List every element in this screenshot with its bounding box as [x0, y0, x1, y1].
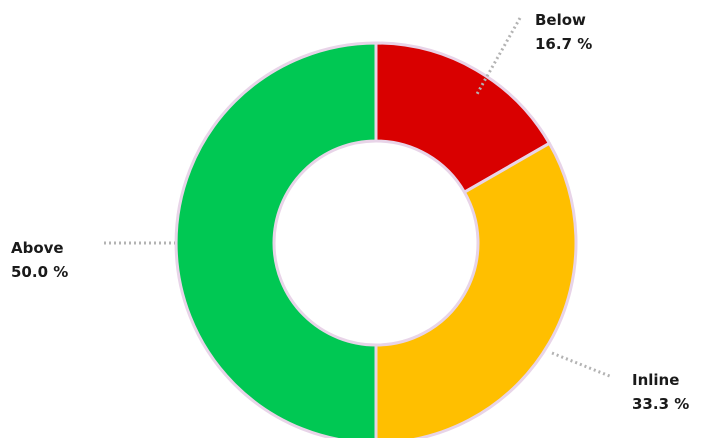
donut-slices	[174, 41, 578, 438]
label-value: 16.7 %	[535, 35, 592, 53]
slice-above	[174, 41, 378, 438]
label-above: Above 50.0 %	[11, 239, 68, 281]
label-value: 50.0 %	[11, 263, 68, 281]
slice-inline	[374, 141, 578, 438]
label-value: 33.3 %	[632, 395, 689, 413]
label-inline: Inline 33.3 %	[632, 371, 689, 413]
label-category: Below	[535, 11, 586, 29]
slice-below	[374, 41, 551, 194]
label-below: Below 16.7 %	[535, 11, 592, 53]
leader-line-inline	[551, 351, 613, 379]
label-category: Above	[11, 239, 64, 257]
slice-labels: Below 16.7 % Inline 33.3 % Above 50.0 %	[11, 11, 689, 413]
leader-lines	[104, 17, 613, 379]
label-category: Inline	[632, 371, 679, 389]
